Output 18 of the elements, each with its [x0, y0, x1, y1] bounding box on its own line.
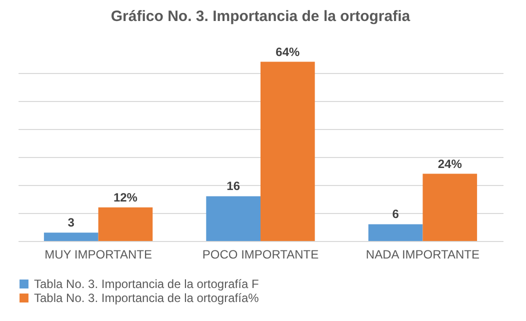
data-label: 24% [438, 156, 462, 171]
x-tick-label: MUY IMPORTANTE [44, 248, 152, 262]
chart-title: Gráfico No. 3. Importancia de la ortografia [110, 8, 411, 25]
data-label: 16 [226, 179, 240, 194]
x-tick-label: POCO IMPORTANTE [202, 248, 319, 262]
data-label: 12% [113, 190, 138, 204]
bar [422, 174, 478, 241]
x-tick-label: NADA IMPORTANTE [366, 248, 480, 262]
bar [206, 196, 260, 241]
bar [260, 62, 315, 241]
legend-label: Tabla No. 3. Importancia de la ortografía% [34, 291, 260, 305]
data-label: 3 [68, 216, 75, 230]
bar [98, 207, 153, 241]
data-label: 6 [392, 207, 400, 222]
bar [44, 232, 98, 241]
legend-label: Tabla No. 3. Importancia de la ortografía F [34, 277, 259, 291]
bar [368, 224, 423, 241]
data-label: 64% [276, 44, 300, 59]
